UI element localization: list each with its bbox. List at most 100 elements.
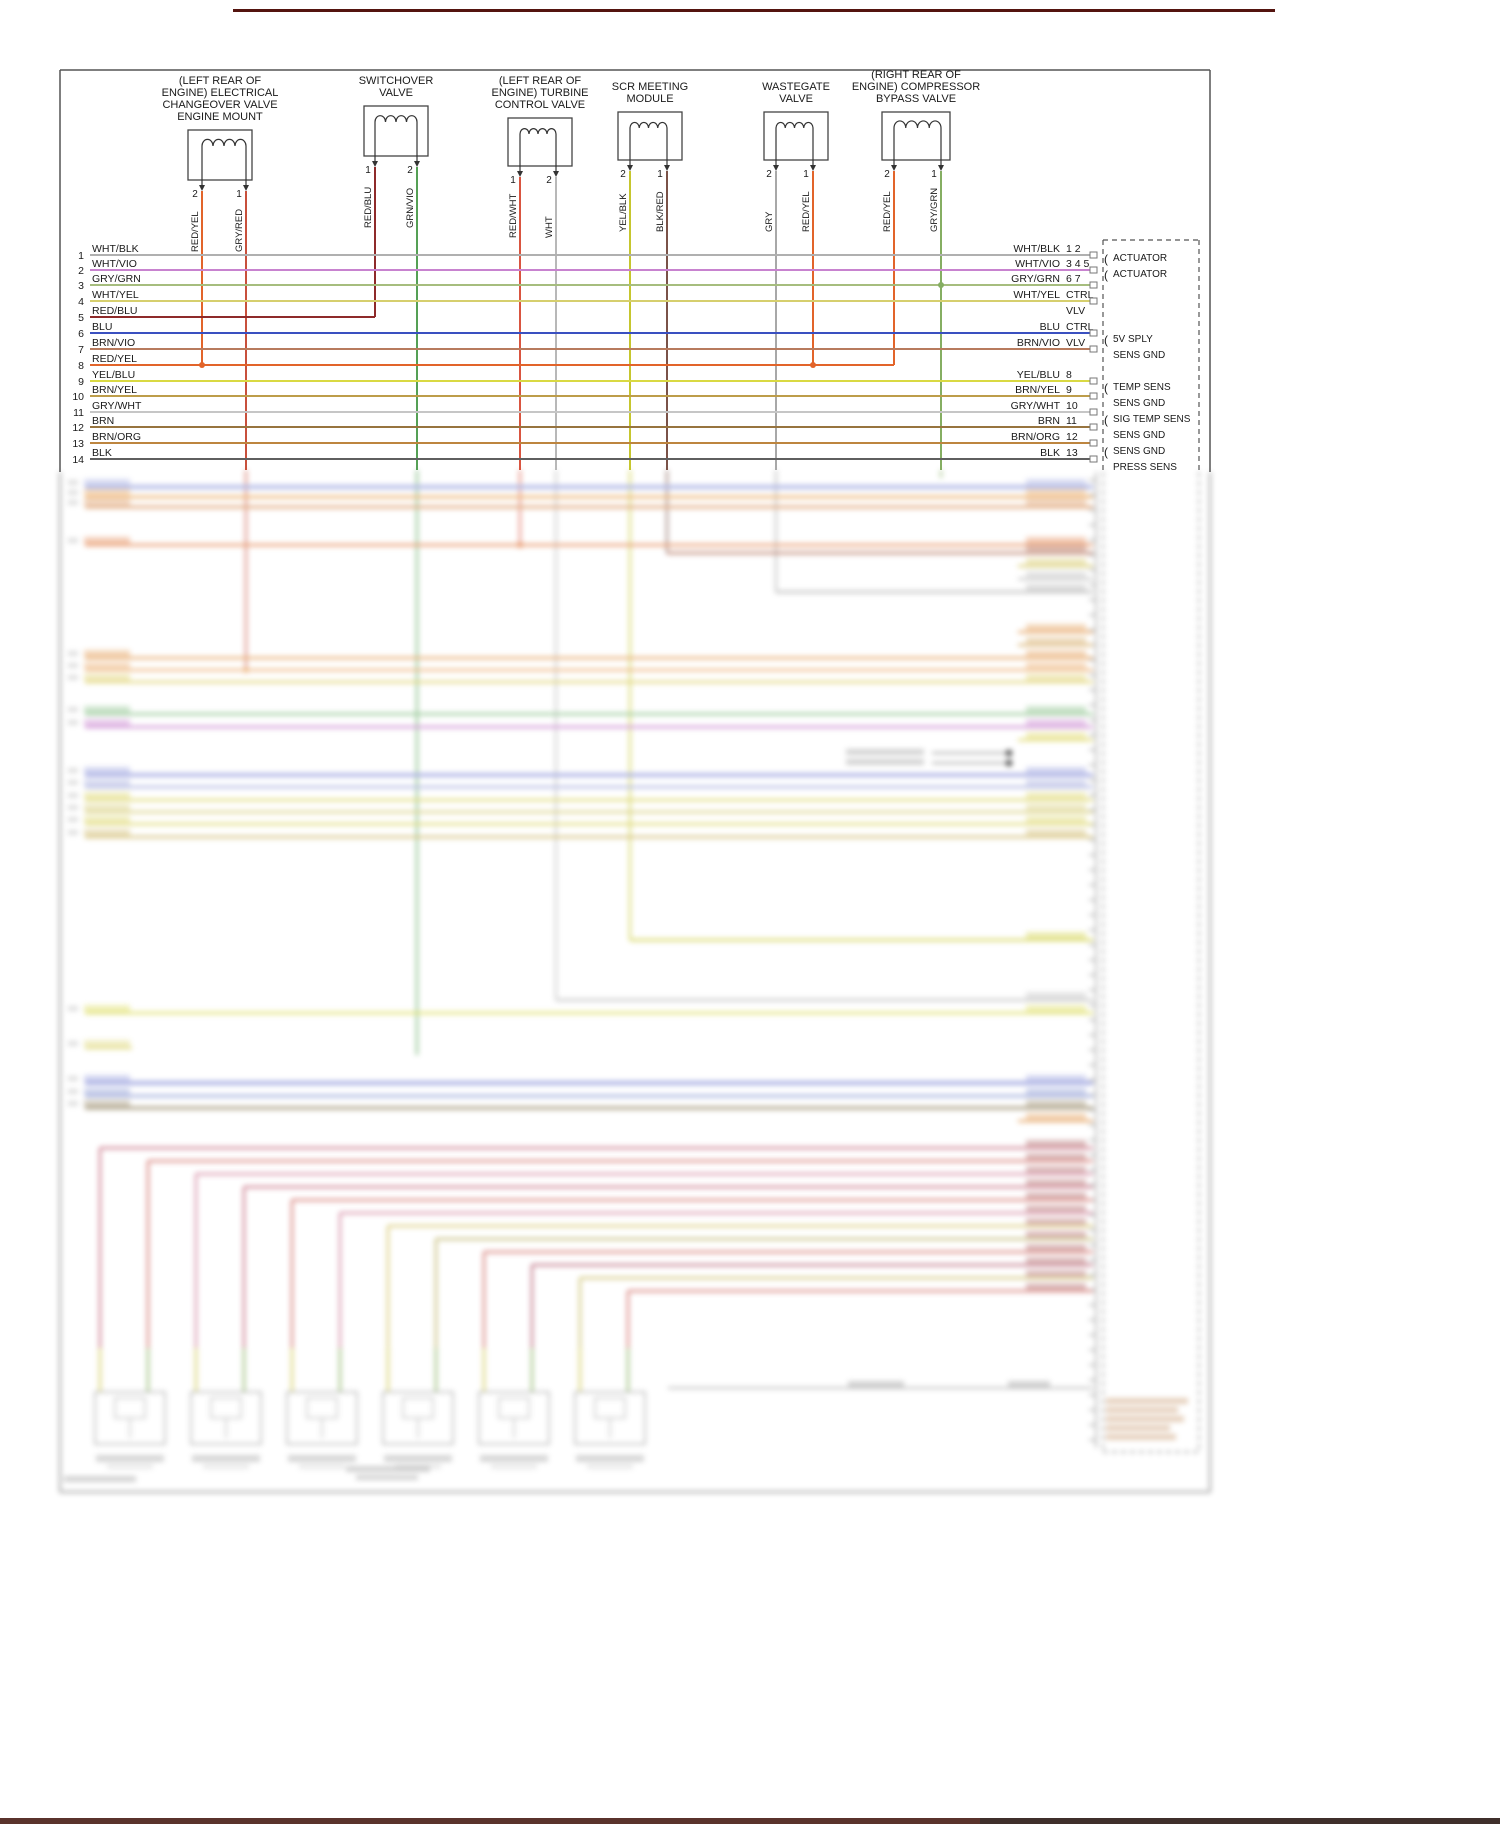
- row-number: 1: [78, 250, 84, 262]
- connector-pin: [1089, 266, 1098, 274]
- ecm-function-label: ACTUATOR: [1113, 253, 1167, 264]
- wire-color-label: RED/BLU: [363, 187, 374, 228]
- wire-color-label: GRN/VIO: [405, 188, 416, 228]
- component-box: [187, 129, 253, 181]
- component-title-line: SWITCHOVER: [359, 75, 434, 87]
- ecm-brace: (: [1104, 381, 1108, 395]
- pin-arrow-icon: [243, 185, 249, 191]
- component-box: [763, 111, 829, 161]
- pin-arrow-icon: [414, 161, 420, 167]
- row-pin-label-right: 3 4 5: [1066, 258, 1090, 270]
- ecm-brace: (: [1104, 333, 1108, 347]
- connector-pin: [1089, 281, 1098, 289]
- row-wire-label-right: WHT/BLK: [1013, 243, 1060, 255]
- connector-pin: [1089, 392, 1098, 400]
- row-number: 12: [72, 422, 84, 434]
- ecm-function-label: TEMP SENS: [1113, 382, 1171, 393]
- component-title-line: CONTROL VALVE: [495, 99, 585, 111]
- ecm-function-label: SIG TEMP SENS: [1113, 414, 1191, 425]
- row-wire-label: WHT/VIO: [92, 258, 137, 270]
- ecm-brace: (: [1104, 268, 1108, 282]
- row-wire-label: BRN/ORG: [92, 431, 141, 443]
- row-number: 9: [78, 376, 84, 388]
- row-number: 10: [72, 391, 84, 403]
- ecm-function-label: SENS GND: [1113, 350, 1165, 361]
- row-pin-label-right: 8: [1066, 369, 1072, 381]
- pin-arrow-icon: [891, 165, 897, 171]
- wire-color-label: RED/YEL: [801, 191, 812, 232]
- row-pin-label-right: VLV: [1066, 337, 1085, 349]
- row-wire-label-right: WHT/YEL: [1013, 289, 1060, 301]
- ecm-function-label: PRESS SENS: [1113, 462, 1177, 473]
- row-wire-label-right: GRY/GRN: [1011, 273, 1060, 285]
- row-wire-label-right: GRY/WHT: [1011, 400, 1061, 412]
- pin-arrow-icon: [553, 171, 559, 177]
- component-title-line: VALVE: [379, 87, 413, 99]
- component-title-line: SCR MEETING: [612, 81, 688, 93]
- row-wire-label-right: BRN/YEL: [1015, 384, 1060, 396]
- row-number: 4: [78, 296, 84, 308]
- row-wire-label: GRY/WHT: [92, 400, 142, 412]
- coil-symbol: [519, 128, 557, 166]
- row-wire-label-right: YEL/BLU: [1017, 369, 1060, 381]
- row-number: 13: [72, 438, 84, 450]
- pin-arrow-icon: [938, 165, 944, 171]
- row-number: 7: [78, 344, 84, 356]
- ecm-brace: (: [1104, 413, 1108, 427]
- row-wire-label: WHT/YEL: [92, 289, 139, 301]
- row-wire-label: BLK: [92, 447, 112, 459]
- coil-symbol: [893, 120, 942, 160]
- connector-pin: [1089, 251, 1098, 259]
- component-title-line: ENGINE) ELECTRICAL: [162, 87, 279, 99]
- pin-number: 1: [657, 169, 663, 180]
- connector-pin: [1089, 408, 1098, 416]
- row-wire-label: BRN/VIO: [92, 337, 135, 349]
- pin-number: 1: [931, 169, 937, 180]
- pin-number: 1: [803, 169, 809, 180]
- pin-number: 2: [407, 165, 413, 176]
- row-wire-label: RED/YEL: [92, 353, 137, 365]
- row-pin-label-right: 6 7: [1066, 273, 1081, 285]
- connector-pin: [1089, 439, 1098, 447]
- pin-arrow-icon: [199, 185, 205, 191]
- pin-arrow-icon: [810, 165, 816, 171]
- ecm-brace: (: [1104, 445, 1108, 459]
- ecm-function-label: SENS GND: [1113, 430, 1165, 441]
- pin-arrow-icon: [627, 165, 633, 171]
- connector-pin: [1089, 297, 1098, 305]
- row-number: 5: [78, 312, 84, 324]
- connector-pin: [1089, 455, 1098, 463]
- ecm-brace: (: [1104, 252, 1108, 266]
- row-wire-label: BRN/YEL: [92, 384, 137, 396]
- component-box: [507, 117, 573, 167]
- connector-pin: [1089, 345, 1098, 353]
- scan-edge-top: [233, 9, 1275, 12]
- component-title-line: (RIGHT REAR OF: [871, 69, 961, 81]
- row-pin-label-right: 13: [1066, 447, 1078, 459]
- wire-color-label: GRY: [764, 211, 775, 232]
- component-box: [617, 111, 683, 161]
- row-pin-label-right: 1 2: [1066, 243, 1081, 255]
- scan-edge-bottom: [0, 1818, 980, 1824]
- component-title-line: CHANGEOVER VALVE: [162, 99, 277, 111]
- ecm-function-label: SENS GND: [1113, 398, 1165, 409]
- wire-color-label: GRY/GRN: [929, 188, 940, 232]
- row-number: 6: [78, 328, 84, 340]
- row-number: 3: [78, 280, 84, 292]
- row-wire-label-right: BRN/ORG: [1011, 431, 1060, 443]
- wire-color-label: BLK/RED: [655, 191, 666, 232]
- ecm-function-label: SENS GND: [1113, 446, 1165, 457]
- pin-number: 1: [365, 165, 371, 176]
- pin-arrow-icon: [664, 165, 670, 171]
- coil-symbol: [374, 115, 418, 156]
- pin-number: 1: [510, 175, 516, 186]
- component-title-line: MODULE: [626, 93, 673, 105]
- pin-arrow-icon: [773, 165, 779, 171]
- row-wire-label-right: BLK: [1040, 447, 1060, 459]
- pin-number: 2: [620, 169, 626, 180]
- pin-number: 1: [236, 189, 242, 200]
- wire-color-label: RED/WHT: [508, 193, 519, 238]
- row-wire-label: YEL/BLU: [92, 369, 135, 381]
